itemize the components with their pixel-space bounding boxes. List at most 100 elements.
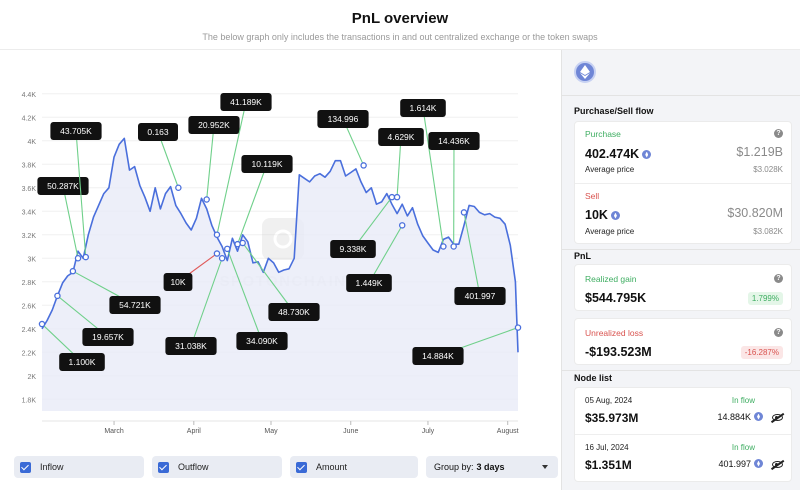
watermark-logo-icon — [262, 218, 304, 260]
marker-connector — [226, 248, 263, 342]
sell-avg-label: Average price — [585, 227, 635, 236]
divider — [562, 95, 800, 96]
marker-label: 9.338K — [340, 244, 367, 254]
inflow-checkbox[interactable]: Inflow — [14, 456, 144, 478]
marker-label-box — [428, 132, 480, 150]
ethereum-icon — [610, 211, 620, 220]
marker-label-box — [346, 274, 392, 292]
marker-point — [450, 243, 457, 250]
marker-connector — [242, 242, 295, 313]
marker-label-box — [241, 155, 293, 173]
marker-label: 134.996 — [328, 114, 359, 124]
x-tick-label: March — [104, 428, 124, 435]
marker-label: 14.884K — [422, 351, 454, 361]
purchase-amount: 402.474K — [585, 145, 652, 163]
marker-point — [393, 193, 401, 201]
y-tick-label: 4.2K — [22, 115, 37, 122]
pnl-title: PnL — [574, 251, 591, 261]
marker-label-box — [268, 303, 320, 321]
node-eth-value: 401.997 — [718, 459, 751, 469]
node-date: 16 Jul, 2024 — [585, 443, 629, 452]
node-usd: $1.351M — [585, 458, 632, 472]
marker-label-box — [50, 122, 102, 140]
divider — [575, 183, 791, 184]
outflow-checkbox[interactable]: Outflow — [152, 456, 282, 478]
marker-label: 4.629K — [388, 132, 415, 142]
marker-label: 31.038K — [175, 341, 207, 351]
sell-amount: 10K — [585, 206, 620, 224]
node-usd: $35.973M — [585, 411, 639, 425]
help-icon[interactable]: ? — [774, 328, 783, 337]
node-eth-value: 14.884K — [717, 412, 751, 422]
y-tick-label: 1.8K — [22, 397, 37, 404]
marker-label-box — [378, 128, 424, 146]
marker-connector — [463, 212, 481, 297]
sell-avg-value: $3.082K — [753, 227, 783, 236]
node-list-item[interactable]: 05 Aug, 2024 In flow $35.973M 14.884K — [575, 388, 791, 434]
marker-label: 50.287K — [47, 181, 79, 191]
marker-label-box — [188, 116, 240, 134]
chevron-down-icon — [542, 465, 548, 469]
marker-label: 43.705K — [60, 126, 92, 136]
group-by-value: 3 days — [476, 462, 505, 472]
marker-label: 401.997 — [465, 291, 496, 301]
unrealized-loss-label: Unrealized loss — [585, 328, 644, 338]
marker-point — [175, 184, 182, 191]
divider — [562, 370, 800, 371]
ethereum-icon — [754, 459, 763, 468]
group-by-label: Group by: — [434, 462, 474, 472]
y-tick-label: 3K — [27, 256, 36, 263]
purchase-avg-label: Average price — [585, 165, 635, 174]
node-date: 05 Aug, 2024 — [585, 396, 633, 405]
marker-label: 10.119K — [251, 159, 282, 169]
node-list-title: Node list — [574, 373, 613, 383]
sell-usd: $30.820M — [727, 206, 783, 220]
marker-label-box — [37, 177, 89, 195]
marker-label-box — [59, 353, 105, 371]
purchase-usd: $1.219B — [736, 145, 783, 159]
realized-gain-card: Realized gain ? $544.795K 1.799% — [574, 264, 792, 311]
marker-label: 20.952K — [198, 120, 230, 130]
eye-off-icon[interactable] — [772, 461, 783, 468]
node-list-item[interactable]: 16 Jul, 2024 In flow $1.351M 401.997 — [575, 435, 791, 481]
marker-point — [82, 253, 89, 261]
realized-gain-label: Realized gain — [585, 274, 637, 284]
unrealized-loss-card: Unrealized loss ? -$193.523M -16.287% — [574, 318, 792, 365]
purchase-label: Purchase — [585, 129, 621, 139]
node-flow: In flow — [731, 396, 755, 405]
amount-checkbox[interactable]: Amount — [290, 456, 418, 478]
marker-point — [74, 254, 82, 262]
unrealized-loss-value: -$193.523M — [585, 345, 652, 359]
y-tick-label: 2.6K — [22, 303, 37, 310]
y-tick-label: 3.6K — [22, 186, 37, 193]
group-by-select[interactable]: Group by: 3 days — [426, 456, 558, 478]
marker-label-box — [236, 332, 288, 350]
marker-label: 54.721K — [119, 300, 151, 310]
chart-controls: Inflow Outflow Amount Group by: 3 days — [14, 456, 558, 478]
marker-connector — [62, 185, 79, 259]
watermark-logo-ring — [273, 229, 293, 249]
page-subtitle: The below graph only includes the transa… — [202, 32, 598, 42]
ethereum-icon — [642, 150, 652, 159]
marker-connector — [75, 130, 87, 258]
marker-label-box — [330, 240, 376, 258]
marker-label: 19.657K — [92, 332, 124, 342]
y-tick-label: 4.4K — [22, 92, 37, 99]
marker-label: 1.100K — [69, 357, 96, 367]
marker-label: 48.730K — [278, 307, 310, 317]
marker-connector — [216, 101, 247, 235]
marker-label: 0.163 — [147, 127, 169, 137]
x-tick-label: June — [343, 428, 358, 435]
page-title: PnL overview — [351, 10, 449, 27]
help-icon[interactable]: ? — [774, 274, 783, 283]
marker-label-box — [412, 347, 464, 365]
sell-label: Sell — [585, 191, 600, 201]
marker-point — [388, 193, 396, 201]
node-eth: 14.884K — [717, 412, 763, 422]
marker-label-box — [220, 93, 272, 111]
x-tick-label: April — [187, 428, 201, 435]
marker-point — [239, 239, 246, 247]
help-icon[interactable]: ? — [774, 129, 783, 138]
eye-off-icon[interactable] — [772, 414, 783, 421]
marker-label: 1.449K — [356, 278, 383, 288]
